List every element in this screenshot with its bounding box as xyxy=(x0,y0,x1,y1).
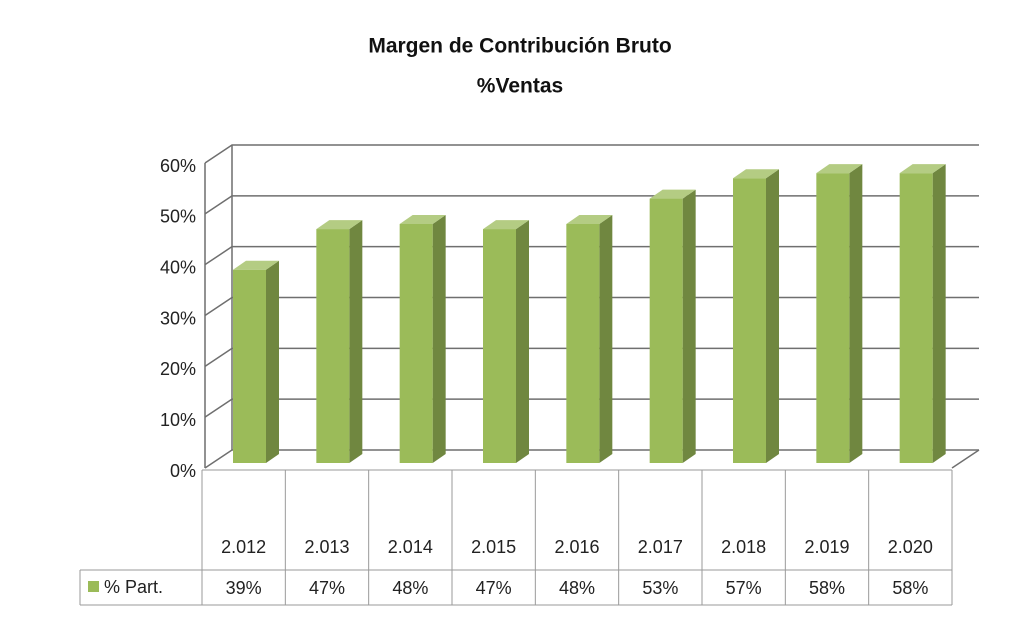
chart-title: Margen de Contribución Bruto xyxy=(368,35,671,58)
bar-side xyxy=(682,189,696,464)
x-tick-label: 2.013 xyxy=(304,537,349,557)
bar-top xyxy=(399,215,446,224)
grid-line xyxy=(204,195,979,215)
bar-side xyxy=(766,169,779,463)
bar-top xyxy=(733,169,779,179)
bar-front xyxy=(733,178,766,463)
bar xyxy=(483,220,529,463)
data-label: 48% xyxy=(392,578,428,598)
y-tick-label: 20% xyxy=(160,359,196,379)
x-tick-label: 2.015 xyxy=(471,537,516,557)
bar xyxy=(233,260,279,463)
bar-side xyxy=(849,164,863,463)
bar-side xyxy=(516,220,529,463)
data-label: 53% xyxy=(642,578,678,598)
grid-line xyxy=(204,245,979,266)
x-tick-label: 2.020 xyxy=(888,537,933,557)
bar xyxy=(399,215,446,463)
x-tick-label: 2.019 xyxy=(804,537,849,557)
y-tick-label: 30% xyxy=(160,308,196,328)
bar-top xyxy=(316,220,363,230)
data-label: 39% xyxy=(226,578,262,598)
bar-front xyxy=(816,173,850,463)
x-tick-label: 2.014 xyxy=(388,537,433,557)
data-label: 48% xyxy=(559,578,595,598)
y-tick-label: 10% xyxy=(160,410,196,430)
bar-side xyxy=(266,260,279,463)
floor-right-edge xyxy=(951,449,980,469)
bar-front xyxy=(316,229,350,463)
x-tick-label: 2.016 xyxy=(554,537,599,557)
legend-label: % Part. xyxy=(104,577,163,597)
x-tick-label: 2.017 xyxy=(638,537,683,557)
bar-top xyxy=(233,260,279,270)
bar-front xyxy=(483,229,516,463)
grid-line xyxy=(204,347,979,367)
bar xyxy=(733,169,779,463)
bar-front xyxy=(233,269,266,463)
legend-swatch xyxy=(88,581,99,592)
grid-line xyxy=(204,296,979,317)
bar-top xyxy=(649,189,696,199)
bar-top xyxy=(483,220,529,230)
bar-front xyxy=(649,198,683,464)
y-tick-label: 0% xyxy=(170,461,196,481)
data-label: 47% xyxy=(309,578,345,598)
x-tick-label: 2.012 xyxy=(221,537,266,557)
grid-line xyxy=(204,398,979,418)
grid-line xyxy=(204,449,979,469)
bar xyxy=(649,189,696,464)
bar-top xyxy=(899,164,946,174)
bar-front xyxy=(566,224,600,463)
data-label: 58% xyxy=(809,578,845,598)
bar-side xyxy=(932,164,946,463)
bar xyxy=(316,220,363,463)
x-tick-label: 2.018 xyxy=(721,537,766,557)
bar xyxy=(899,164,946,463)
bar-side xyxy=(349,220,363,463)
bar-front xyxy=(899,173,933,463)
bar xyxy=(816,164,863,463)
data-label: 58% xyxy=(892,578,928,598)
bar-side xyxy=(599,215,613,463)
y-tick-label: 60% xyxy=(160,156,196,176)
bar xyxy=(566,215,613,463)
bar-top xyxy=(566,215,613,224)
bar-front xyxy=(399,224,433,463)
grid-line xyxy=(204,144,979,164)
data-label: 57% xyxy=(726,578,762,598)
bar-side xyxy=(432,215,446,463)
bar-top xyxy=(816,164,863,174)
y-tick-label: 50% xyxy=(160,207,196,227)
chart-subtitle: %Ventas xyxy=(477,75,563,98)
y-tick-label: 40% xyxy=(160,257,196,277)
data-label: 47% xyxy=(476,578,512,598)
